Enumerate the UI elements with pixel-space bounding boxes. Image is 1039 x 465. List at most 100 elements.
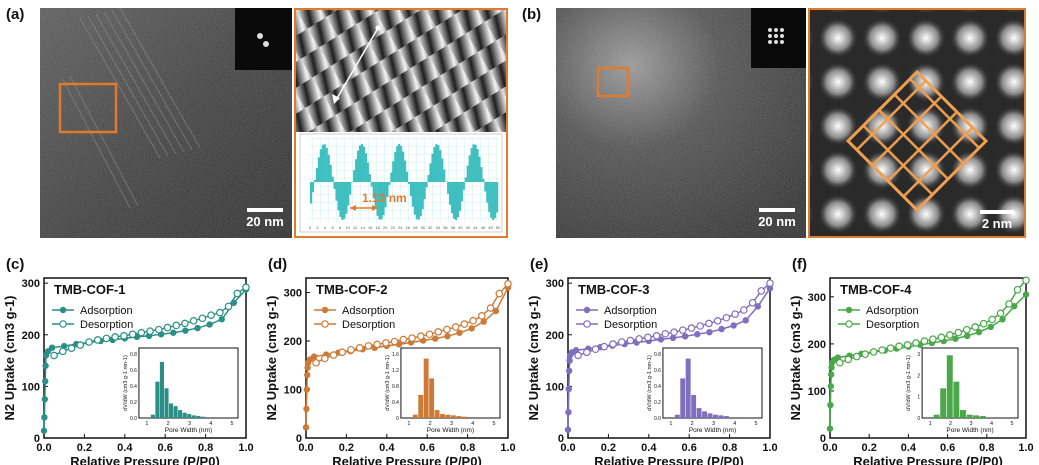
- profile-tick-label: 48: [488, 225, 493, 230]
- adsorption-point: [194, 324, 201, 332]
- inset-bar: [973, 415, 980, 418]
- adsorption-point: [718, 325, 725, 333]
- y-tick-label: 0: [296, 433, 302, 445]
- isotherm-chart-cof-2: 0.0 0.2 0.4 0.6 0.8 1.0 0 100 200 300 Relative Pre…: [264, 277, 516, 465]
- inset-y-tick-label: 1: [917, 395, 920, 401]
- scale-bar-b-zoom-label: 2 nm: [981, 216, 1013, 231]
- inset-y-tick-label: 0.6: [130, 368, 137, 374]
- profile-bar: [405, 171, 409, 182]
- profile-bar: [433, 147, 436, 182]
- inset-bar: [150, 414, 155, 418]
- desorption-point: [748, 298, 757, 307]
- profile-bar: [390, 172, 393, 182]
- panel-label-d: (d): [268, 256, 288, 273]
- profile-tick-label: 20: [383, 225, 388, 230]
- inset-x-tick-label: 5: [1010, 421, 1013, 427]
- desorption-point: [687, 324, 696, 332]
- adsorption-point: [964, 332, 971, 340]
- inset-x-tick-label: 4: [471, 421, 474, 427]
- profile-bar: [488, 182, 491, 212]
- y-axis-label: N2 Uptake (cm3 g-1): [2, 296, 17, 421]
- desorption-point: [382, 339, 390, 347]
- inset-x-tick-label: 2: [429, 421, 432, 427]
- inset-y-tick-label: 3: [917, 352, 920, 358]
- desorption-point: [181, 319, 189, 328]
- profile-bar: [364, 153, 367, 182]
- profile-bar: [447, 182, 450, 194]
- profile-bar: [449, 182, 452, 205]
- profile-bar: [343, 182, 346, 219]
- desorption-point: [1005, 300, 1013, 308]
- desorption-point: [696, 322, 705, 330]
- profile-bar: [439, 150, 442, 182]
- inset-x-tick-label: 1: [145, 421, 148, 427]
- desorption-point: [504, 280, 512, 288]
- adsorption-point: [742, 317, 749, 324]
- desorption-point: [434, 328, 443, 336]
- adsorption-point: [468, 325, 475, 332]
- profile-tick-label: 34: [436, 225, 441, 230]
- inset-bar: [685, 358, 691, 418]
- inset-y-label: dV/dW (cm3 g-1 nm-1): [647, 355, 653, 411]
- inset-bar: [707, 413, 713, 418]
- desorption-point: [347, 345, 355, 354]
- profile-tick-label: 18: [375, 225, 380, 230]
- adsorption-point: [827, 401, 834, 409]
- desorption-point: [713, 317, 722, 325]
- desorption-point: [373, 340, 381, 349]
- desorption-point: [903, 341, 912, 349]
- inset-y-tick-label: 0.0: [130, 416, 137, 422]
- desorption-point: [137, 328, 146, 337]
- y-tick-label: 100: [22, 381, 40, 393]
- profile-bar: [310, 182, 313, 204]
- x-tick-label: 1.0: [500, 442, 515, 454]
- legend-label-des: Desorption: [866, 319, 919, 331]
- adsorption-point: [310, 353, 318, 360]
- profile-bar: [429, 163, 432, 182]
- inset-bar: [155, 381, 160, 418]
- profile-bar: [313, 179, 317, 182]
- y-tick-label: 200: [808, 339, 826, 351]
- panel-label-f: (f): [792, 256, 807, 273]
- adsorption-point: [42, 378, 49, 385]
- inset-bar: [680, 378, 686, 418]
- profile-bar: [425, 182, 428, 188]
- tem-image-a-texture: [40, 8, 292, 238]
- x-tick-label: 0.4: [379, 442, 395, 454]
- inset-bar: [940, 388, 947, 418]
- desorption-point: [722, 313, 731, 322]
- inset-y-tick-label: 0: [917, 416, 920, 422]
- profile-bar: [325, 147, 328, 182]
- adsorption-point: [975, 328, 983, 336]
- profile-bar: [417, 182, 420, 220]
- inset-bar: [173, 406, 178, 418]
- x-axis-label: Relative Pressure (P/P0): [594, 454, 744, 465]
- inset-bar: [168, 403, 174, 418]
- inset-y-tick-label: 0.8: [654, 352, 661, 358]
- desorption-point: [495, 289, 504, 298]
- x-tick-label: 0.6: [158, 442, 173, 454]
- profile-bar: [456, 182, 460, 218]
- desorption-point: [652, 332, 661, 340]
- profile-bar: [311, 182, 315, 193]
- profile-tick-label: 28: [413, 225, 418, 230]
- profile-bar: [492, 182, 495, 220]
- desorption-point: [954, 328, 963, 337]
- inset-x-tick-label: 1: [929, 421, 932, 427]
- y-axis-label: N2 Uptake (cm3 g-1): [264, 296, 279, 421]
- desorption-point: [50, 351, 58, 360]
- profile-tick-label: 4: [324, 225, 327, 230]
- profile-bar: [317, 157, 320, 182]
- adsorption-point: [432, 335, 439, 342]
- panel-label-a: (a): [6, 6, 25, 23]
- y-axis-label: N2 Uptake (cm3 g-1): [526, 296, 541, 421]
- profile-tick-label: 8: [339, 225, 342, 230]
- profile-bar: [411, 182, 414, 207]
- profile-bar: [400, 145, 403, 182]
- desorption-point: [128, 330, 137, 339]
- desorption-point: [242, 283, 250, 292]
- desorption-point: [635, 335, 643, 343]
- plot-frame: [43, 277, 247, 439]
- inset-bar: [946, 355, 953, 418]
- inset-x-tick-label: 5: [230, 421, 233, 427]
